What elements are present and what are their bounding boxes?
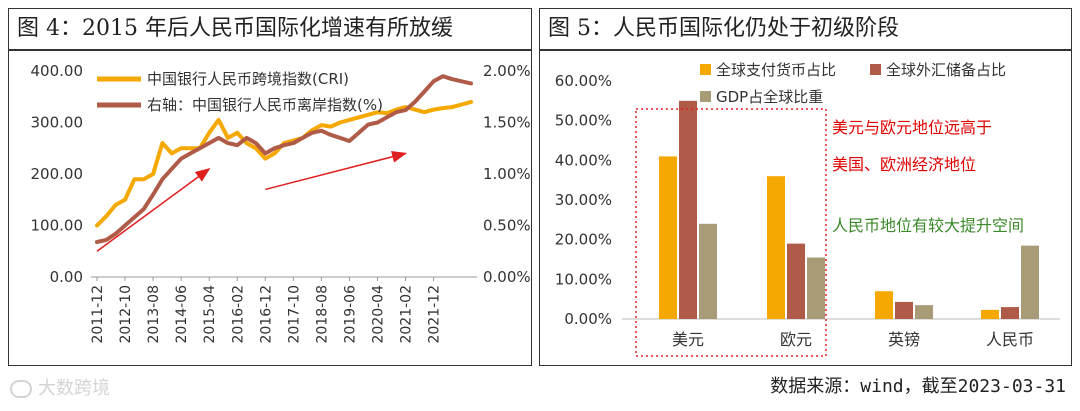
bar-2-2 bbox=[915, 305, 933, 319]
x-axis-tick-label: 2017-10 bbox=[286, 285, 302, 344]
legend-swatch bbox=[870, 64, 881, 75]
legend-swatch bbox=[700, 64, 711, 75]
x-axis-tick-label: 2014-06 bbox=[174, 285, 190, 344]
watermark-text: 大数跨境 bbox=[38, 378, 110, 399]
highlight-box bbox=[635, 108, 827, 357]
y-axis-tick-label: 20.00% bbox=[555, 231, 612, 249]
annotation-text: 人民币地位有较大提升空间 bbox=[832, 216, 1024, 235]
right-axis-tick-label: 1.00% bbox=[483, 165, 531, 183]
y-axis-tick-label: 60.00% bbox=[555, 72, 612, 90]
left-axis-tick-label: 100.00 bbox=[31, 217, 84, 235]
bar-3-1 bbox=[1001, 307, 1019, 319]
offshore-index-series-line bbox=[95, 74, 473, 244]
bar-2-0 bbox=[875, 291, 893, 319]
data-source-note: 数据来源：wind，截至2023-03-31 bbox=[770, 376, 1066, 397]
x-axis-tick-label: 2015-04 bbox=[202, 285, 218, 344]
left-axis-tick-label: 400.00 bbox=[31, 62, 84, 80]
bar-0-1 bbox=[679, 100, 697, 319]
annotation-text: 美国、欧洲经济地位 bbox=[832, 155, 976, 174]
x-axis-tick-label: 2018-08 bbox=[314, 285, 330, 344]
bar-0-2 bbox=[699, 223, 717, 319]
x-axis-tick-label: 2019-06 bbox=[342, 285, 358, 344]
left-axis-tick-label: 0.00 bbox=[50, 268, 83, 286]
x-axis-tick-label: 2012-10 bbox=[118, 285, 134, 344]
right-axis-tick-label: 1.50% bbox=[483, 114, 531, 132]
right-axis-tick-label: 0.50% bbox=[483, 217, 531, 235]
x-axis-tick-label: 2016-12 bbox=[258, 285, 274, 344]
figure-5-panel: 图 5：人民币国际化仍处于初级阶段 0.00% 10.00% 20.00% 30.00… bbox=[539, 8, 1072, 366]
trend-arrow bbox=[265, 150, 408, 191]
x-axis-tick-label: 2021-12 bbox=[427, 285, 443, 344]
left-axis-tick-label: 300.00 bbox=[31, 114, 84, 132]
y-axis-tick-label: 50.00% bbox=[555, 112, 612, 130]
figure-4-chart: 0.00 100.00 200.00 300.00 400.00 0.00% 0.50% 1.… bbox=[31, 62, 531, 344]
x-axis-tick-label: 2013-08 bbox=[146, 285, 162, 344]
category-label: 英镑 bbox=[888, 330, 920, 349]
bar-3-0 bbox=[981, 309, 999, 319]
bar-1-1 bbox=[787, 243, 805, 319]
figure-4-panel: 图 4：2015 年后人民币国际化增速有所放缓 0.00 100.00 200.00… bbox=[8, 8, 532, 366]
left-axis-tick-label: 200.00 bbox=[31, 165, 84, 183]
figure-4-title: 图 4：2015 年后人民币国际化增速有所放缓 bbox=[9, 9, 531, 51]
category-label: 美元 bbox=[672, 330, 704, 349]
bar-1-2 bbox=[807, 257, 825, 319]
category-label: 欧元 bbox=[780, 330, 812, 349]
legend-label: GDP占全球比重 bbox=[716, 88, 823, 106]
legend-label: 右轴：中国银行人民币离岸指数(%) bbox=[147, 96, 383, 114]
cri-series-line bbox=[95, 99, 473, 228]
x-axis-tick-label: 2021-02 bbox=[399, 285, 415, 344]
x-axis-tick-label: 2016-02 bbox=[230, 285, 246, 344]
right-axis-tick-label: 2.00% bbox=[483, 62, 531, 80]
bar-1-0 bbox=[767, 176, 785, 319]
bar-3-2 bbox=[1021, 245, 1039, 319]
legend-label: 全球支付货币占比 bbox=[716, 61, 836, 79]
x-axis-tick-label: 2011-12 bbox=[90, 285, 106, 344]
figure-5-title: 图 5：人民币国际化仍处于初级阶段 bbox=[540, 9, 1071, 51]
y-axis-tick-label: 10.00% bbox=[555, 270, 612, 288]
category-label: 人民币 bbox=[986, 330, 1034, 349]
right-axis-tick-label: 0.00% bbox=[483, 268, 531, 286]
annotation-text: 美元与欧元地位远高于 bbox=[832, 118, 992, 137]
trend-arrow bbox=[96, 167, 211, 252]
bar-2-1 bbox=[895, 301, 913, 319]
bar-0-0 bbox=[659, 156, 677, 319]
y-axis-tick-label: 30.00% bbox=[555, 191, 612, 209]
x-axis-tick-label: 2020-04 bbox=[371, 285, 387, 344]
legend-label: 全球外汇储备占比 bbox=[886, 61, 1006, 79]
y-axis-tick-label: 0.00% bbox=[564, 310, 612, 328]
watermark-logo-icon bbox=[10, 380, 32, 398]
y-axis-tick-label: 40.00% bbox=[555, 151, 612, 169]
legend-label: 中国银行人民币跨境指数(CRI) bbox=[147, 70, 349, 88]
figure-5-chart: 0.00% 10.00% 20.00% 30.00% 40.00% 50.00% 60.00… bbox=[555, 61, 1060, 357]
legend-swatch bbox=[700, 91, 711, 102]
watermark: 大数跨境 bbox=[10, 374, 110, 400]
